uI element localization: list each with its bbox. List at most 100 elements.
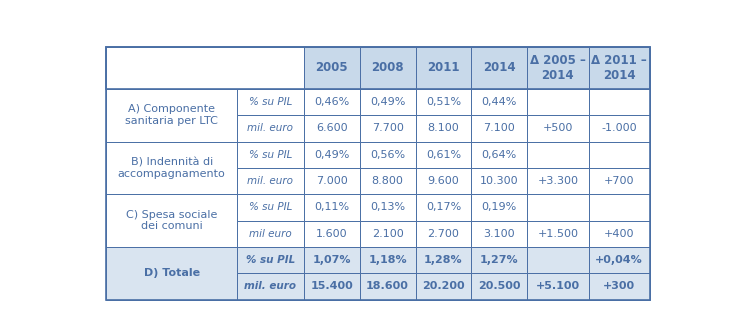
Text: +1.500: +1.500 — [537, 229, 578, 239]
Text: % su PIL: % su PIL — [249, 202, 292, 213]
Text: 0,13%: 0,13% — [370, 202, 405, 213]
Bar — [416, 115, 471, 141]
Text: 0,46%: 0,46% — [314, 97, 350, 107]
Text: 2005: 2005 — [316, 62, 348, 74]
Bar — [106, 47, 650, 89]
Bar — [589, 221, 650, 247]
Text: % su PIL: % su PIL — [249, 150, 292, 160]
Text: 8.100: 8.100 — [428, 123, 459, 133]
Bar — [304, 273, 360, 300]
Bar — [527, 115, 589, 141]
Bar — [304, 168, 360, 194]
Text: 9.600: 9.600 — [428, 176, 459, 186]
Bar — [527, 221, 589, 247]
Bar — [304, 141, 360, 168]
Text: +3.300: +3.300 — [537, 176, 578, 186]
Text: +700: +700 — [604, 176, 634, 186]
Bar — [527, 47, 589, 89]
Bar — [589, 89, 650, 115]
Text: 18.600: 18.600 — [366, 282, 409, 291]
Bar — [416, 168, 471, 194]
Bar — [304, 47, 360, 89]
Bar — [360, 194, 416, 221]
Text: 0,56%: 0,56% — [370, 150, 405, 160]
Text: 2008: 2008 — [371, 62, 404, 74]
Text: Δ 2011 –
2014: Δ 2011 – 2014 — [591, 54, 647, 82]
Bar — [589, 168, 650, 194]
Bar — [589, 247, 650, 273]
Text: 1,18%: 1,18% — [368, 255, 407, 265]
Text: 1.600: 1.600 — [316, 229, 347, 239]
Text: 20.500: 20.500 — [478, 282, 520, 291]
Bar — [237, 168, 304, 194]
Text: +300: +300 — [603, 282, 635, 291]
Bar — [416, 194, 471, 221]
Bar — [416, 47, 471, 89]
Bar — [360, 273, 416, 300]
Bar — [471, 141, 527, 168]
Text: mil euro: mil euro — [249, 229, 291, 239]
Text: -1.000: -1.000 — [601, 123, 637, 133]
Text: 1,27%: 1,27% — [480, 255, 519, 265]
Bar — [416, 89, 471, 115]
Text: +0,04%: +0,04% — [595, 255, 643, 265]
Text: mil. euro: mil. euro — [247, 176, 294, 186]
Bar — [237, 194, 304, 221]
Bar — [106, 194, 237, 247]
Bar — [471, 247, 527, 273]
Bar — [471, 89, 527, 115]
Bar — [237, 89, 304, 115]
Text: 0,49%: 0,49% — [370, 97, 406, 107]
Bar — [237, 221, 304, 247]
Bar — [304, 194, 360, 221]
Text: % su PIL: % su PIL — [249, 97, 292, 107]
Text: 6.600: 6.600 — [316, 123, 347, 133]
Text: 7.000: 7.000 — [316, 176, 347, 186]
Bar — [471, 221, 527, 247]
Bar — [527, 168, 589, 194]
Text: +400: +400 — [604, 229, 634, 239]
Text: +5.100: +5.100 — [536, 282, 580, 291]
Bar — [360, 47, 416, 89]
Bar — [471, 194, 527, 221]
Bar — [471, 273, 527, 300]
Bar — [416, 221, 471, 247]
Text: 0,51%: 0,51% — [426, 97, 461, 107]
Text: 0,61%: 0,61% — [426, 150, 461, 160]
Bar — [471, 115, 527, 141]
Text: 0,64%: 0,64% — [481, 150, 517, 160]
Text: 0,44%: 0,44% — [481, 97, 517, 107]
Text: Δ 2005 –
2014: Δ 2005 – 2014 — [530, 54, 586, 82]
Bar — [106, 47, 304, 89]
Bar — [304, 247, 360, 273]
Text: 1,28%: 1,28% — [424, 255, 463, 265]
Bar — [527, 273, 589, 300]
Text: mil. euro: mil. euro — [244, 282, 297, 291]
Text: 15.400: 15.400 — [311, 282, 353, 291]
Text: 10.300: 10.300 — [480, 176, 519, 186]
Text: 7.700: 7.700 — [372, 123, 403, 133]
Text: 2.100: 2.100 — [372, 229, 403, 239]
Text: 7.100: 7.100 — [484, 123, 515, 133]
Bar — [589, 273, 650, 300]
Text: D) Totale: D) Totale — [144, 268, 199, 278]
Bar — [527, 89, 589, 115]
Bar — [471, 168, 527, 194]
Bar — [416, 273, 471, 300]
Bar — [360, 141, 416, 168]
Bar — [360, 221, 416, 247]
Text: 2014: 2014 — [483, 62, 516, 74]
Bar — [589, 141, 650, 168]
Text: 0,17%: 0,17% — [426, 202, 461, 213]
Bar — [106, 89, 237, 141]
Bar — [527, 141, 589, 168]
Bar — [237, 247, 304, 273]
Bar — [416, 247, 471, 273]
Bar — [304, 89, 360, 115]
Bar — [360, 247, 416, 273]
Bar — [471, 47, 527, 89]
Bar — [527, 247, 589, 273]
Text: % su PIL: % su PIL — [246, 255, 295, 265]
Text: C) Spesa sociale
dei comuni: C) Spesa sociale dei comuni — [126, 210, 217, 231]
Bar — [360, 89, 416, 115]
